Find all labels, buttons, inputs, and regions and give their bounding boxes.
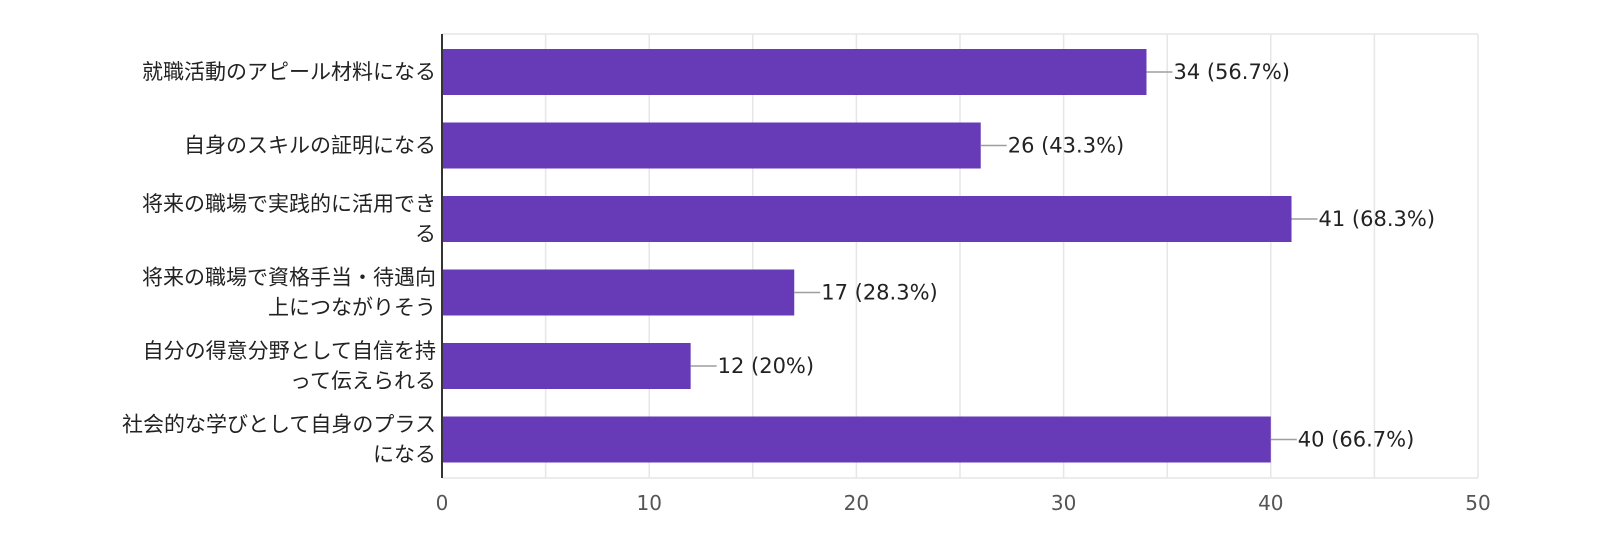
- data-label: 41 (68.3%): [1319, 207, 1436, 231]
- bar[interactable]: [442, 269, 795, 316]
- category-label: になる: [373, 443, 436, 467]
- category-label: 将来の職場で資格手当・待遇向: [142, 266, 436, 290]
- category-label: 上につながりそう: [268, 296, 436, 320]
- category-label: る: [415, 222, 436, 246]
- x-tick-label: 30: [1051, 491, 1076, 515]
- x-tick-label: 50: [1465, 491, 1490, 515]
- category-label: って伝えられる: [290, 369, 436, 393]
- data-label: 12 (20%): [718, 354, 814, 378]
- bar[interactable]: [442, 49, 1147, 95]
- category-label: 社会的な学びとして自身のプラス: [122, 413, 436, 437]
- category-label: 将来の職場で実践的に活用でき: [142, 192, 436, 216]
- category-label: 自身のスキルの証明になる: [184, 134, 436, 158]
- axes: 0 10 20 30 40 50: [436, 34, 1491, 515]
- gridlines: [442, 33, 1479, 479]
- bar[interactable]: [442, 122, 981, 169]
- data-label: 26 (43.3%): [1008, 134, 1125, 158]
- x-tick-label: 0: [436, 491, 449, 515]
- bar[interactable]: [442, 343, 691, 389]
- labels: 34 (56.7%) 就職活動のアピール材料になる 26 (43.3%) 自身のスキル…: [122, 60, 1435, 467]
- data-label: 17 (28.3%): [821, 281, 938, 305]
- category-label: 就職活動のアピール材料になる: [142, 60, 436, 84]
- x-tick-label: 20: [844, 491, 869, 515]
- data-label: 40 (66.7%): [1298, 428, 1415, 452]
- x-tick-label: 10: [636, 491, 661, 515]
- bar[interactable]: [442, 416, 1271, 463]
- bar[interactable]: [442, 196, 1292, 242]
- data-label: 34 (56.7%): [1173, 60, 1290, 84]
- x-tick-label: 40: [1258, 491, 1283, 515]
- bars: [442, 49, 1292, 463]
- category-label: 自分の得意分野として自信を持: [143, 339, 436, 363]
